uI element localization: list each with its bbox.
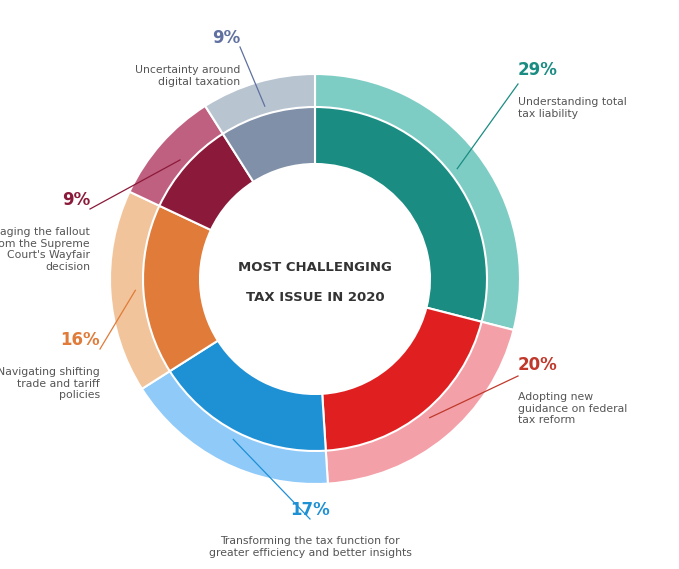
Circle shape xyxy=(235,199,395,359)
Wedge shape xyxy=(323,308,481,451)
Wedge shape xyxy=(315,107,487,322)
Text: Adopting new
guidance on federal
tax reform: Adopting new guidance on federal tax ref… xyxy=(518,392,627,425)
Text: 16%: 16% xyxy=(60,331,100,349)
Wedge shape xyxy=(110,192,218,389)
Wedge shape xyxy=(143,206,218,371)
Text: TAX ISSUE IN 2020: TAX ISSUE IN 2020 xyxy=(246,291,384,303)
Wedge shape xyxy=(223,107,315,182)
Text: 9%: 9% xyxy=(62,191,90,209)
Wedge shape xyxy=(170,341,326,451)
Text: Navigating shifting
trade and tariff
policies: Navigating shifting trade and tariff pol… xyxy=(0,367,100,400)
Wedge shape xyxy=(130,106,253,230)
Text: 9%: 9% xyxy=(212,29,240,47)
Wedge shape xyxy=(160,134,253,230)
Text: Managing the fallout
from the Supreme
Court's Wayfair
decision: Managing the fallout from the Supreme Co… xyxy=(0,227,90,272)
Text: Uncertainty around
digital taxation: Uncertainty around digital taxation xyxy=(134,65,240,86)
Text: Understanding total
tax liability: Understanding total tax liability xyxy=(518,97,627,118)
Text: Transforming the tax function for
greater efficiency and better insights: Transforming the tax function for greate… xyxy=(208,536,411,558)
Wedge shape xyxy=(315,74,520,330)
Wedge shape xyxy=(205,74,315,182)
Text: MOST CHALLENGING: MOST CHALLENGING xyxy=(238,261,392,274)
Text: 20%: 20% xyxy=(518,356,557,374)
Wedge shape xyxy=(323,308,513,484)
Text: 17%: 17% xyxy=(290,501,330,519)
Text: 29%: 29% xyxy=(518,61,558,79)
Wedge shape xyxy=(142,341,328,484)
